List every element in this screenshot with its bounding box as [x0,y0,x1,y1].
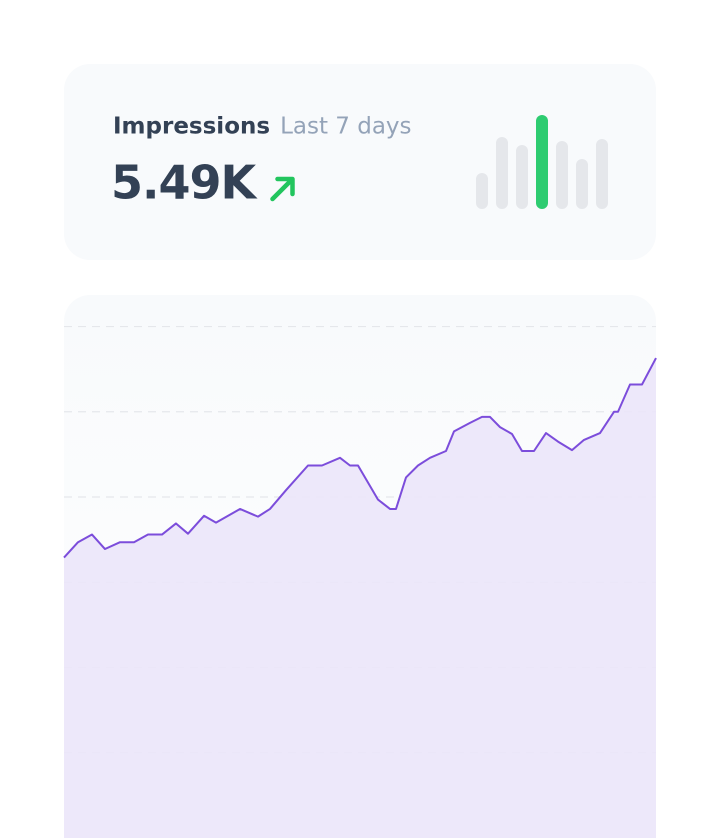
card-value: 5.49K [111,156,258,210]
spark-bar [596,139,608,209]
area [64,358,656,838]
spark-bar [496,137,508,209]
spark-bar [576,159,588,209]
line [63,357,657,559]
trend-arrow [270,176,295,202]
spark-bar [476,173,488,209]
card-title: Impressions [113,114,270,140]
spark-bar [536,115,548,209]
card-subtitle: Last 7 days [280,114,411,140]
sparkline [476,115,608,209]
summary-card [64,64,656,260]
area-chart [63,325,657,838]
spark-bar [516,145,528,209]
spark-bar [556,141,568,209]
